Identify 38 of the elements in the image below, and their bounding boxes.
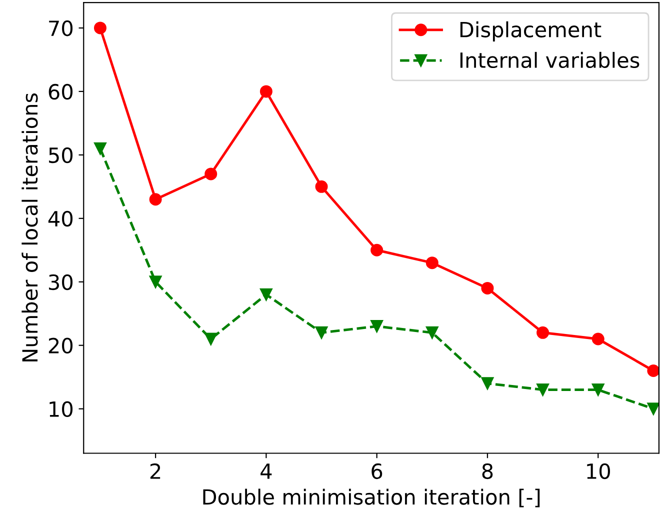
point xyxy=(370,244,384,256)
y-tick-label: 20 xyxy=(48,338,73,354)
x-tick-label: 6 xyxy=(372,463,382,480)
point xyxy=(370,320,384,333)
point xyxy=(481,377,494,390)
point xyxy=(260,85,272,98)
point xyxy=(315,326,328,339)
legend-label: Internal variables xyxy=(460,52,640,68)
point xyxy=(592,384,604,396)
x-axis-title: Double minimisation iteration [-] xyxy=(203,488,540,508)
x-tick-label: 8 xyxy=(482,463,493,480)
point xyxy=(149,276,162,288)
point xyxy=(94,22,106,34)
point xyxy=(204,332,218,346)
point xyxy=(536,384,550,396)
point xyxy=(149,193,162,206)
point xyxy=(536,326,550,339)
x-tick-label: 2 xyxy=(150,463,160,479)
y-tick-label: 70 xyxy=(49,20,73,36)
point xyxy=(647,402,659,416)
point xyxy=(647,364,659,377)
point xyxy=(426,326,438,339)
y-tick-label: 30 xyxy=(48,274,73,290)
y-tick-label: 40 xyxy=(48,210,73,227)
point xyxy=(204,168,218,180)
x-tick-label: 10 xyxy=(587,463,610,480)
y-axis-title: Number of local iterations xyxy=(22,93,38,362)
point xyxy=(315,180,328,193)
point xyxy=(260,288,272,301)
x-tick-label: 4 xyxy=(260,464,272,479)
y-tick-label: 10 xyxy=(50,401,73,418)
point xyxy=(592,332,604,346)
point xyxy=(481,282,494,294)
point xyxy=(426,256,438,270)
point xyxy=(94,142,106,155)
y-tick-label: 60 xyxy=(48,84,73,100)
y-tick-label: 50 xyxy=(49,147,73,164)
legend-label: Displacement xyxy=(460,21,602,42)
